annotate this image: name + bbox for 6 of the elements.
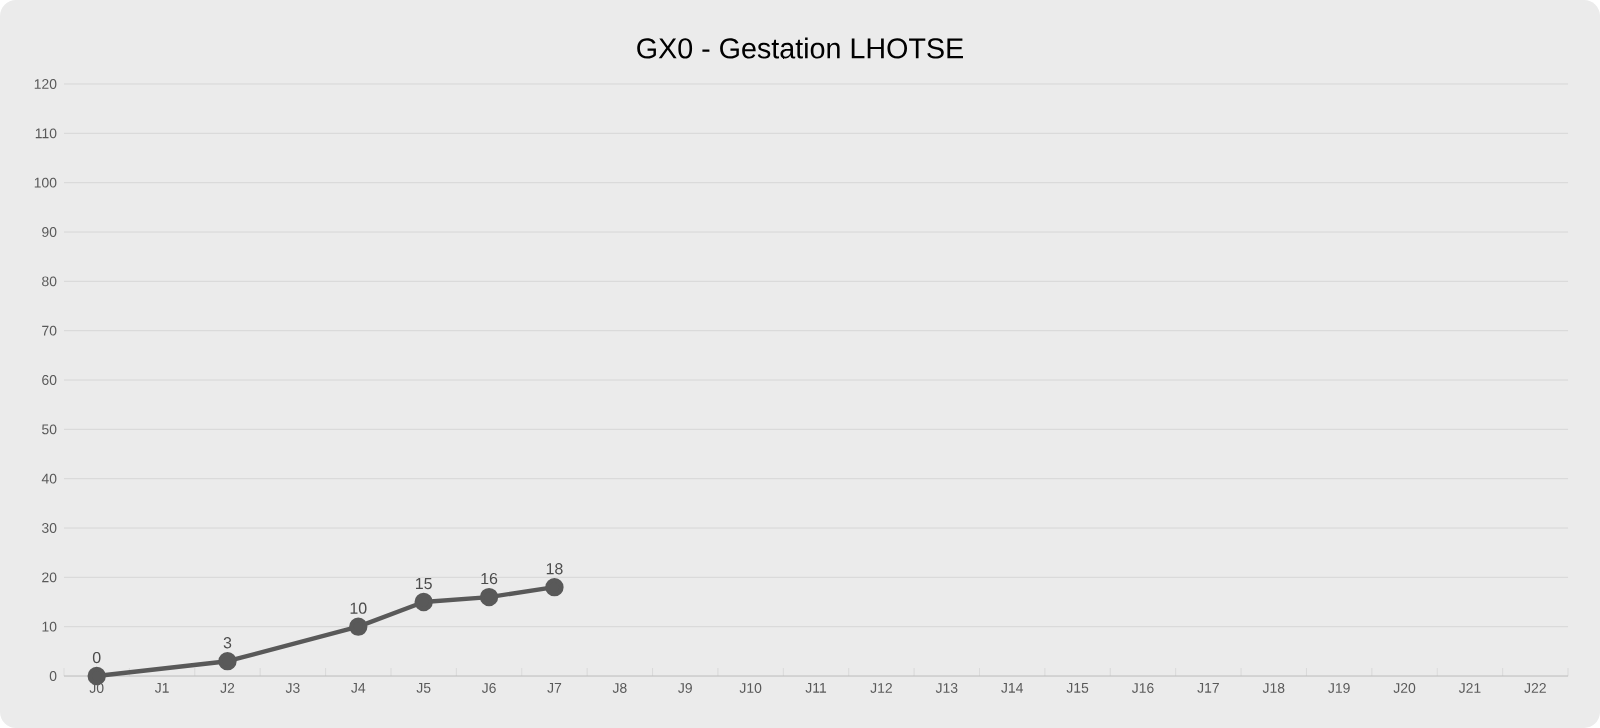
point [545, 578, 564, 597]
point [479, 587, 499, 607]
point [218, 652, 237, 671]
chart-title: GX0 - Gestation LHOTSE [637, 37, 963, 59]
point [414, 592, 433, 612]
point [349, 617, 368, 636]
